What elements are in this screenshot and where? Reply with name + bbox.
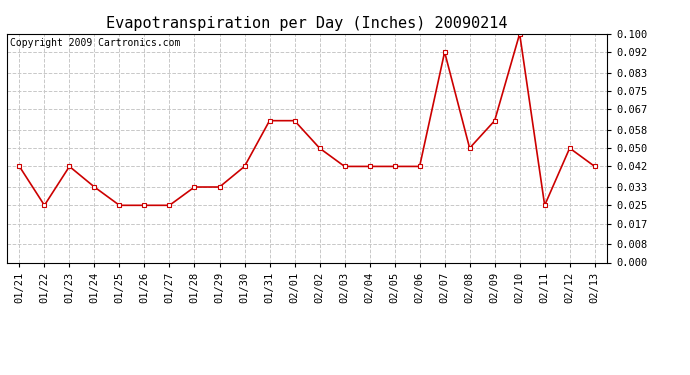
- Text: Copyright 2009 Cartronics.com: Copyright 2009 Cartronics.com: [10, 38, 180, 48]
- Title: Evapotranspiration per Day (Inches) 20090214: Evapotranspiration per Day (Inches) 2009…: [106, 16, 508, 31]
